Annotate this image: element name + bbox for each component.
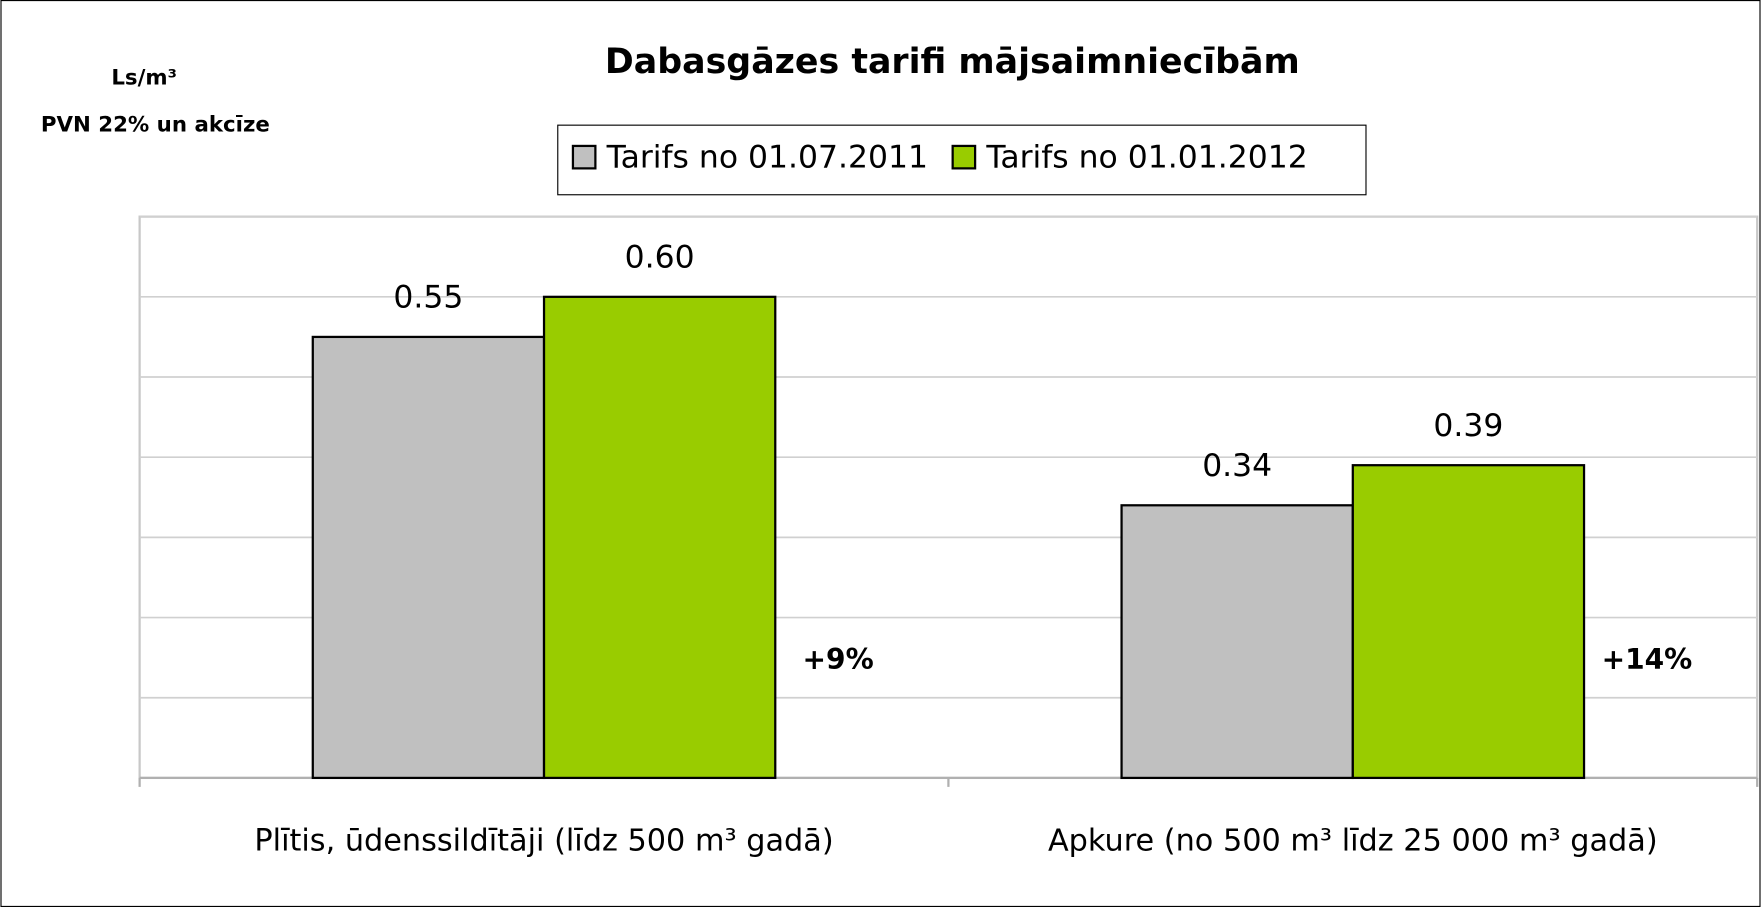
bar [1351, 464, 1586, 780]
value-label: 0.55 [393, 280, 463, 316]
x-tick-label: Apkure (no 500 m³ līdz 25 000 m³ gadā) [1048, 823, 1658, 858]
legend-swatch [571, 144, 597, 170]
legend-swatch [951, 144, 977, 170]
chart-title: Dabasgāzes tarifi mājsaimniecībām [605, 42, 1300, 82]
bar [1120, 504, 1354, 780]
value-label: 0.39 [1433, 408, 1503, 444]
bar [311, 335, 546, 780]
y-unit: Ls/m³ [111, 66, 177, 91]
legend-label: Tarifs no 01.01.2012 [985, 139, 1307, 175]
annotation: +14% [1602, 643, 1693, 676]
legend-label: Tarifs no 01.07.2011 [606, 139, 928, 175]
annotation: +9% [803, 643, 874, 676]
value-label: 0.60 [625, 240, 695, 276]
bar [542, 295, 777, 780]
value-label: 0.34 [1202, 448, 1272, 484]
y-note: PVN 22% un akcīze [41, 113, 270, 138]
x-tick-label: Plītis, ūdenssildītāji (līdz 500 m³ gadā… [254, 823, 833, 858]
